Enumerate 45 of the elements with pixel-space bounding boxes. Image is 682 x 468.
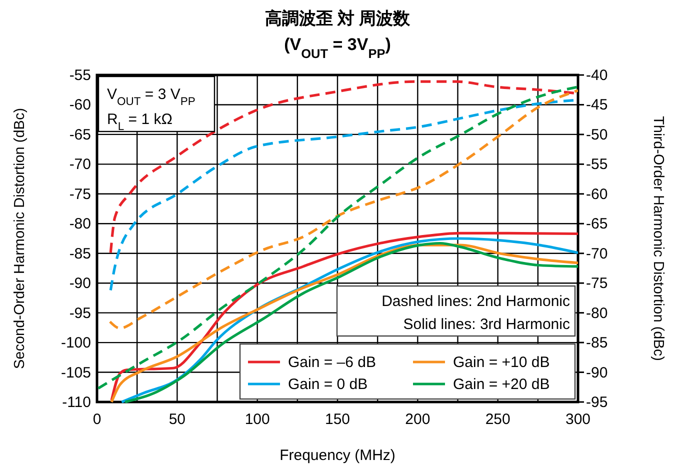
y2-tick-label: -60 [586, 186, 608, 203]
y-tick-label: -100 [60, 334, 91, 352]
line-series [108, 89, 578, 330]
y-tick-label: -65 [69, 126, 91, 144]
annotation: V$_{OUT}$ = 3 V$_{PP}$ [107, 86, 196, 108]
x-tick-label: 300 [565, 411, 591, 428]
y2-tick-label: -70 [586, 245, 608, 262]
y2-axis-title: Third-Order Harmonic Distortion (dBc) [650, 116, 666, 361]
chart-subtitle: (V$_{OUT}$ = 3V$_{PP}$) [284, 35, 391, 60]
y2-tick-label: -50 [586, 126, 608, 144]
x-tick-label: 0 [92, 411, 102, 428]
annotation: R$_{L}$ = 1 kΩ [107, 111, 172, 133]
y-axis-title: Second-Order Harmonic Distortion (dBc) [12, 108, 28, 370]
y2-tick-label: -40 [586, 67, 608, 84]
y-tick-label: -70 [69, 156, 91, 174]
x-axis-title: Frequency (MHz) [280, 447, 396, 464]
chart-title: 高調波歪 対 周波数 [264, 9, 412, 28]
x-tick-label: 150 [324, 411, 350, 428]
x-tick-label: 250 [485, 411, 510, 428]
y2-tick-label: -90 [586, 364, 608, 382]
y-tick-label: -105 [60, 364, 91, 382]
y-tick-label: -90 [69, 275, 91, 292]
y2-tick-label: -75 [586, 275, 608, 292]
y-tick-label: -75 [69, 186, 91, 203]
y2-tick-label: -95 [586, 394, 608, 411]
legend-label: Gain = 0 dB [288, 376, 368, 393]
y-tick-label: -80 [69, 216, 91, 233]
x-tick-label: 50 [168, 411, 186, 428]
legend-label: Gain = +10 dB [453, 354, 550, 371]
y-tick-label: -95 [69, 304, 91, 322]
y2-tick-label: -65 [586, 216, 608, 233]
y2-tick-label: -85 [586, 334, 608, 352]
y-tick-label: -110 [62, 394, 91, 411]
y2-tick-label: -55 [586, 156, 608, 174]
y2-tick-label: -80 [586, 304, 608, 322]
legend-label: Gain = –6 dB [288, 354, 376, 371]
x-tick-label: 200 [405, 411, 430, 428]
y-tick-label: -60 [69, 96, 91, 114]
y-tick-label: -55 [69, 67, 91, 84]
x-tick-label: 100 [244, 411, 270, 428]
legend-label: Gain = +20 dB [453, 376, 550, 393]
annotation: Solid lines: 3rd Harmonic [403, 316, 570, 333]
y-tick-label: -85 [69, 245, 91, 262]
annotation: Dashed lines: 2nd Harmonic [382, 293, 570, 310]
y2-tick-label: -45 [586, 96, 608, 114]
